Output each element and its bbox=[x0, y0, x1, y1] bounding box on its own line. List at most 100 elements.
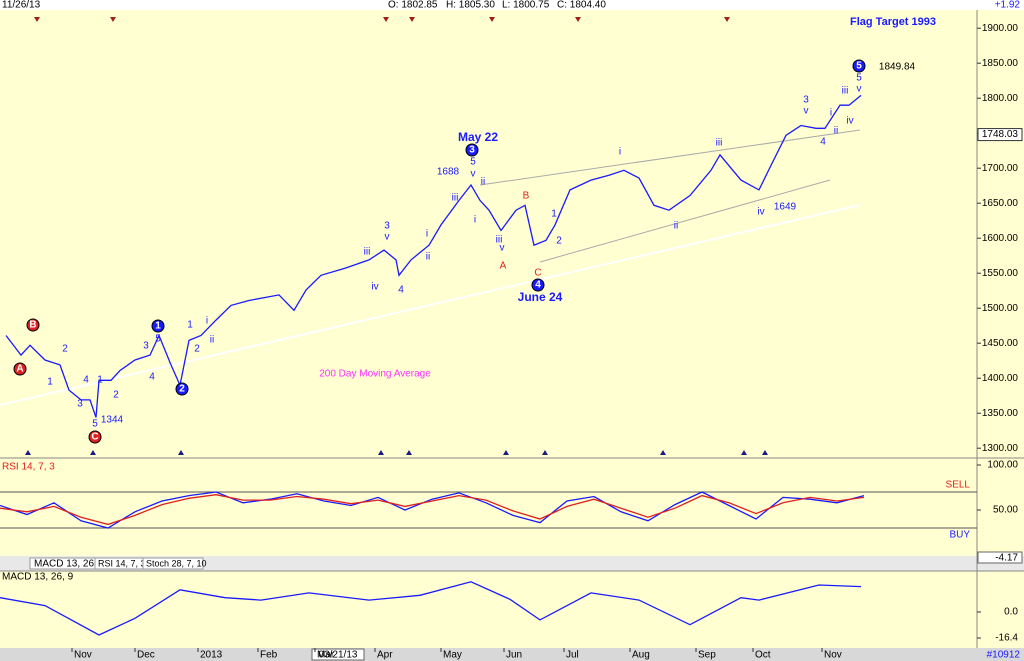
x-tick-label: Nov bbox=[74, 650, 92, 661]
level-label: BUY bbox=[949, 530, 970, 541]
y-tick-label: 0.0 bbox=[1004, 607, 1018, 618]
annotation: A bbox=[16, 364, 23, 375]
annotation: 1 bbox=[47, 377, 53, 388]
channel-line bbox=[479, 129, 861, 186]
annotation: iii bbox=[842, 86, 849, 97]
wave-circle bbox=[465, 143, 479, 157]
signal-marker bbox=[110, 17, 116, 22]
tab-label[interactable]: MACD 13, 26, 9 bbox=[34, 559, 106, 570]
x-tick-label: 2013 bbox=[200, 650, 223, 661]
annotation: 4 bbox=[535, 280, 541, 291]
annotation: B bbox=[523, 191, 530, 202]
signal-marker bbox=[178, 450, 184, 455]
tab[interactable] bbox=[142, 557, 204, 570]
y-tick-label: 1500.00 bbox=[982, 303, 1019, 314]
annotation: 5 bbox=[92, 419, 98, 430]
annotation: A bbox=[500, 261, 507, 272]
annotation: i bbox=[830, 108, 832, 119]
x-tick-label: Aug bbox=[632, 650, 650, 661]
signal-marker bbox=[741, 450, 747, 455]
x-tick-label: Oct bbox=[755, 650, 771, 661]
annotation: 1 bbox=[155, 321, 161, 332]
header-bar bbox=[0, 0, 1024, 10]
annotation: 2 bbox=[113, 390, 119, 401]
header-date: 11/26/13 bbox=[2, 0, 41, 11]
x-tick-label: Apr bbox=[377, 650, 393, 661]
data-line bbox=[5, 94, 862, 418]
channel-line bbox=[539, 179, 831, 263]
signal-marker bbox=[489, 17, 495, 22]
annotation: 2 bbox=[62, 344, 68, 355]
signal-marker bbox=[762, 450, 768, 455]
tab-label[interactable]: Stoch 28, 7, 10 bbox=[146, 558, 207, 568]
annotation: v bbox=[385, 232, 390, 243]
annotation: 200 Day Moving Average bbox=[319, 369, 431, 380]
wave-circle bbox=[26, 318, 40, 332]
cursor-value-box bbox=[977, 551, 1023, 564]
annotation: v bbox=[500, 243, 505, 254]
y-tick-label: 1900.00 bbox=[982, 23, 1019, 34]
annotation: 1688 bbox=[437, 167, 460, 178]
annotation: i bbox=[206, 316, 208, 327]
annotation: iii bbox=[452, 193, 459, 204]
annotation: June 24 bbox=[518, 290, 563, 304]
y-tick-label: 1800.00 bbox=[982, 93, 1019, 104]
annotation: v bbox=[471, 169, 476, 180]
date-strip bbox=[0, 648, 1024, 661]
annotation: 1 bbox=[551, 209, 557, 220]
data-line bbox=[0, 581, 862, 636]
annotation: v bbox=[804, 106, 809, 117]
annotation: 5 bbox=[856, 61, 862, 72]
x-tick-label: Jun bbox=[506, 650, 522, 661]
wave-circle bbox=[13, 362, 27, 376]
data-line bbox=[0, 494, 865, 526]
signal-marker bbox=[90, 450, 96, 455]
y-tick-label: 1650.00 bbox=[982, 198, 1019, 209]
signal-marker bbox=[575, 17, 581, 22]
annotation: 5 bbox=[155, 334, 161, 345]
annotation: B bbox=[29, 320, 36, 331]
x-tick-label: Jul bbox=[566, 650, 579, 661]
annotation: iv bbox=[757, 207, 764, 218]
last-value-box bbox=[977, 128, 1023, 142]
annotation: ii bbox=[426, 252, 430, 263]
y-tick-label: 1350.00 bbox=[982, 408, 1019, 419]
level-label: SELL bbox=[946, 480, 971, 491]
panel-title: RSI 14, 7, 3 bbox=[2, 462, 55, 473]
annotation: iii bbox=[716, 138, 723, 149]
annotation: iv bbox=[846, 116, 853, 127]
annotation: C bbox=[91, 432, 98, 443]
annotation: iv bbox=[371, 282, 378, 293]
header-high: H: 1805.30 bbox=[446, 0, 495, 11]
x-tick-label: Nov bbox=[824, 650, 842, 661]
cursor-value: -4.17 bbox=[995, 553, 1018, 564]
annotation: 1344 bbox=[101, 415, 124, 426]
signal-marker bbox=[409, 17, 415, 22]
annotation: C bbox=[534, 268, 541, 279]
annotation: 3 bbox=[803, 95, 809, 106]
annotation: 4 bbox=[149, 372, 155, 383]
tab-label[interactable]: RSI 14, 7, 3 bbox=[98, 558, 146, 568]
header-change: +1.92 bbox=[995, 0, 1021, 11]
y-tick-label: 100.00 bbox=[987, 460, 1018, 471]
wave-circle bbox=[531, 278, 545, 292]
annotation: 3 bbox=[469, 145, 475, 156]
cursor-date-box bbox=[311, 648, 365, 661]
annotation: 3 bbox=[77, 399, 83, 410]
wave-circle bbox=[151, 319, 165, 333]
y-tick-label: -16.4 bbox=[995, 633, 1018, 644]
annotation: i bbox=[619, 147, 621, 158]
signal-marker bbox=[542, 450, 548, 455]
annotation: May 22 bbox=[458, 130, 498, 144]
signal-marker bbox=[383, 17, 389, 22]
y-tick-label: 1700.00 bbox=[982, 163, 1019, 174]
annotation: 1 bbox=[97, 375, 103, 386]
annotation: i bbox=[474, 215, 476, 226]
annotation: i bbox=[426, 229, 428, 240]
annotation: 4 bbox=[398, 285, 404, 296]
wave-circle bbox=[175, 382, 189, 396]
y-tick-label: 1550.00 bbox=[982, 268, 1019, 279]
moving-average-line bbox=[0, 204, 861, 406]
